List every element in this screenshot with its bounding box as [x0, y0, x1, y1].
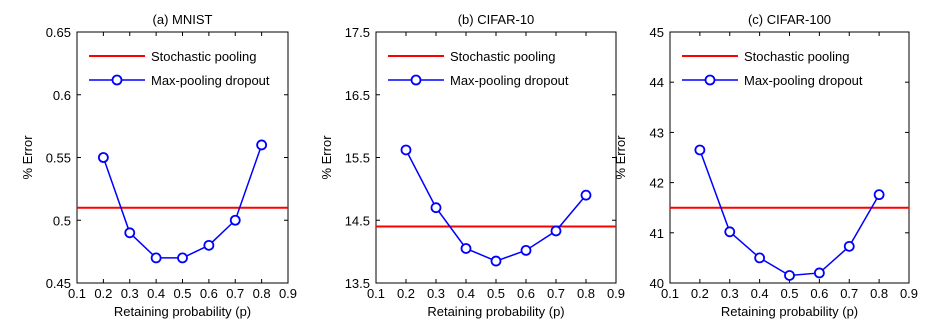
x-tick-label: 0.3	[121, 286, 139, 301]
data-point	[460, 243, 472, 254]
legend-marker	[111, 74, 123, 86]
legend-label: Max-pooling dropout	[151, 73, 270, 88]
data-point	[203, 239, 215, 251]
x-tick-label: 0.1	[367, 286, 385, 301]
chart-title: (a) MNIST	[153, 12, 213, 27]
y-tick-label: 0.65	[46, 25, 71, 40]
x-tick-label: 0.7	[840, 286, 858, 301]
x-tick-label: 0.9	[900, 286, 918, 301]
y-axis-label: % Error	[319, 135, 334, 180]
legend-label: Stochastic pooling	[744, 49, 850, 64]
y-tick-label: 0.45	[46, 276, 71, 291]
y-tick-label: 41	[650, 226, 664, 241]
data-point	[873, 189, 885, 201]
legend-label: Stochastic pooling	[450, 49, 556, 64]
x-tick-label: 0.1	[68, 286, 86, 301]
data-point	[97, 152, 109, 163]
x-tick-label: 0.7	[226, 286, 244, 301]
legend-marker	[410, 74, 422, 86]
x-tick-label: 0.6	[517, 286, 535, 301]
legend-label: Max-pooling dropout	[450, 73, 569, 88]
x-axis-label: Retaining probability (p)	[427, 304, 564, 319]
y-tick-label: 44	[650, 75, 664, 90]
y-tick-label: 0.5	[53, 213, 71, 228]
x-tick-label: 0.5	[487, 286, 505, 301]
y-axis-label: % Error	[613, 135, 628, 180]
data-point	[550, 225, 562, 237]
data-point	[724, 226, 736, 238]
x-tick-label: 0.8	[577, 286, 595, 301]
y-tick-label: 13.5	[345, 276, 370, 291]
data-point	[400, 144, 412, 156]
y-tick-label: 14.5	[345, 213, 370, 228]
data-point	[520, 244, 532, 256]
data-point	[177, 252, 188, 264]
x-tick-label: 0.6	[810, 286, 828, 301]
data-point	[150, 252, 162, 264]
data-point	[843, 240, 855, 252]
data-point	[124, 227, 136, 239]
x-tick-label: 0.5	[780, 286, 798, 301]
x-tick-label: 0.1	[661, 286, 679, 301]
data-point	[430, 202, 442, 214]
data-point	[813, 267, 825, 279]
y-tick-label: 17.5	[345, 25, 370, 40]
legend-label: Stochastic pooling	[151, 49, 257, 64]
x-tick-label: 0.4	[457, 286, 475, 301]
chart-title: (c) CIFAR-100	[748, 12, 831, 27]
chart-panel-2: 0.1 0.2 0.3 0.4 0.5 0.6 0.7 0.8 0.9 40 41 42 43 44 45 (…	[613, 12, 918, 319]
y-tick-label: 0.55	[46, 151, 71, 166]
data-point	[229, 214, 241, 226]
x-tick-label: 0.9	[607, 286, 625, 301]
x-axis-label: Retaining probability (p)	[721, 304, 858, 319]
x-tick-label: 0.2	[94, 286, 112, 301]
chart-title: (b) CIFAR-10	[458, 12, 535, 27]
chart-panel-0: 0.1 0.2 0.3 0.4 0.5 0.6 0.7 0.8 0.9 0.45 0.5 0.55 0.…	[20, 12, 297, 319]
data-point	[694, 144, 706, 156]
x-tick-label: 0.7	[547, 286, 565, 301]
x-tick-label: 0.2	[397, 286, 415, 301]
legend-label: Max-pooling dropout	[744, 73, 863, 88]
data-point	[754, 252, 766, 264]
y-tick-label: 16.5	[345, 88, 370, 103]
legend-marker	[704, 74, 716, 86]
x-tick-label: 0.6	[200, 286, 218, 301]
data-point	[580, 189, 592, 201]
y-tick-label: 15.5	[345, 151, 370, 166]
chart-panel-1: 0.1 0.2 0.3 0.4 0.5 0.6 0.7 0.8 0.9 13.5 14.5 15.5 1…	[319, 12, 625, 319]
x-tick-label: 0.4	[147, 286, 165, 301]
y-tick-label: 45	[650, 25, 664, 40]
plot-area	[375, 31, 617, 284]
x-tick-label: 0.4	[751, 286, 769, 301]
plot-area	[76, 31, 289, 284]
y-tick-label: 40	[650, 276, 664, 291]
y-tick-label: 42	[650, 176, 664, 191]
x-tick-label: 0.8	[253, 286, 271, 301]
data-point	[490, 255, 502, 267]
x-tick-label: 0.3	[427, 286, 445, 301]
x-tick-label: 0.5	[173, 286, 191, 301]
data-point	[784, 270, 795, 281]
x-tick-label: 0.3	[721, 286, 739, 301]
plot-area	[669, 31, 910, 284]
x-tick-label: 0.8	[870, 286, 888, 301]
y-tick-label: 43	[650, 125, 664, 140]
data-point	[256, 139, 268, 151]
x-axis-label: Retaining probability (p)	[114, 304, 251, 319]
y-axis-label: % Error	[20, 135, 35, 180]
y-tick-label: 0.6	[53, 88, 71, 103]
x-tick-label: 0.2	[691, 286, 709, 301]
x-tick-label: 0.9	[279, 286, 297, 301]
